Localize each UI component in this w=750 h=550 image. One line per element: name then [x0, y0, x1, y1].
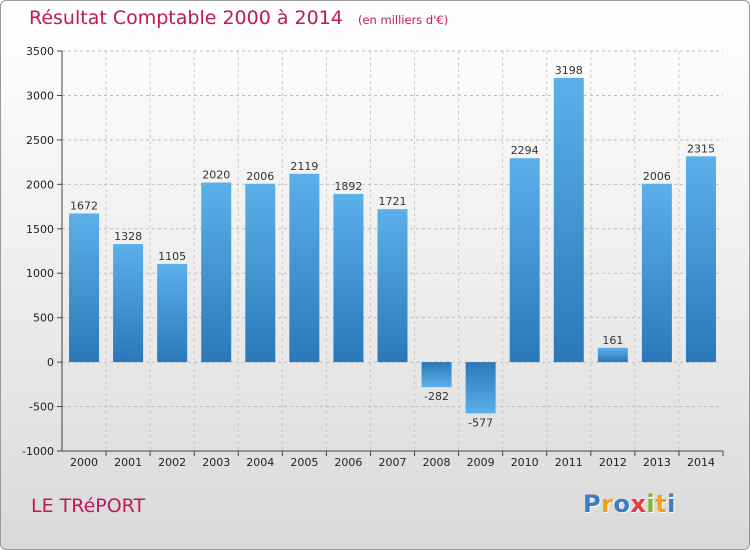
bar [245, 183, 276, 363]
y-tick-label: 3500 [26, 45, 54, 58]
bar [113, 244, 144, 363]
data-label: 1328 [114, 230, 142, 243]
data-label: 1892 [334, 180, 362, 193]
bar [157, 263, 188, 363]
data-label: 2315 [687, 142, 715, 155]
x-tick-label: 2001 [114, 456, 142, 469]
bar [69, 213, 100, 363]
x-tick-label: 2010 [511, 456, 539, 469]
data-label: 2119 [290, 160, 318, 173]
x-tick-label: 2009 [467, 456, 495, 469]
bar [641, 183, 672, 363]
logo-letter: r [601, 490, 614, 518]
data-label: 1105 [158, 250, 186, 263]
bar [421, 362, 452, 388]
x-tick-label: 2007 [379, 456, 407, 469]
y-tick-label: 3000 [26, 89, 54, 102]
chart-unit-note: (en milliers d'€) [357, 13, 449, 27]
y-tick-label: -1000 [22, 445, 54, 458]
x-tick-label: 2012 [599, 456, 627, 469]
bar [685, 156, 716, 363]
data-label: 2006 [246, 170, 274, 183]
data-labels: 1672 1328 1105 2020 2006 2119 1892 1721 -282 -577… [70, 64, 715, 430]
data-label: 2020 [202, 169, 230, 182]
y-tick-label: 1000 [26, 267, 54, 280]
bar [597, 347, 628, 363]
y-tick-label: 2500 [26, 134, 54, 147]
data-label: 161 [602, 334, 623, 347]
data-label: 1672 [70, 199, 98, 212]
y-tick-label: -500 [29, 401, 54, 414]
data-label: -282 [424, 390, 449, 403]
chart-title-text: Résultat Comptable 2000 à 2014 [29, 7, 343, 29]
bar [553, 77, 584, 363]
bar [333, 193, 364, 363]
x-tick-label: 2008 [423, 456, 451, 469]
y-tick-label: 0 [47, 356, 54, 369]
bars [69, 77, 716, 414]
y-tick-label: 500 [33, 312, 54, 325]
grid [62, 50, 723, 452]
chart-title: Résultat Comptable 2000 à 2014 (en milli… [29, 7, 448, 29]
x-tick-label: 2002 [158, 456, 186, 469]
x-tick-label: 2013 [643, 456, 671, 469]
logo-letter: i [646, 490, 656, 518]
data-label: 3198 [555, 64, 583, 77]
axes: 3500 3000 2500 2000 1500 1000 500 0 -500 -1000 200… [22, 45, 724, 469]
logo-letter: P [583, 490, 602, 518]
logo-letter: o [613, 490, 631, 518]
y-tick-label: 1500 [26, 223, 54, 236]
proxiti-logo: Proxiti [583, 490, 676, 518]
logo-letter: x [630, 490, 647, 518]
y-tick-label: 2000 [26, 178, 54, 191]
x-tick-label: 2006 [334, 456, 362, 469]
bar [289, 173, 320, 363]
data-label: -577 [468, 416, 493, 429]
x-tick-label: 2000 [70, 456, 98, 469]
x-tick-label: 2014 [687, 456, 715, 469]
data-label: 2006 [643, 170, 671, 183]
x-tick-label: 2004 [246, 456, 274, 469]
bar [509, 158, 540, 363]
place-name: LE TRéPORT [31, 495, 146, 517]
bar [465, 362, 496, 414]
x-tick-label: 2005 [290, 456, 318, 469]
x-tick-label: 2011 [555, 456, 583, 469]
data-label: 2294 [511, 144, 539, 157]
x-tick-label: 2003 [202, 456, 230, 469]
bar [377, 209, 408, 363]
data-label: 1721 [379, 195, 407, 208]
logo-letter: t [655, 490, 668, 518]
logo-letter: i [667, 490, 676, 518]
bar [201, 182, 232, 363]
